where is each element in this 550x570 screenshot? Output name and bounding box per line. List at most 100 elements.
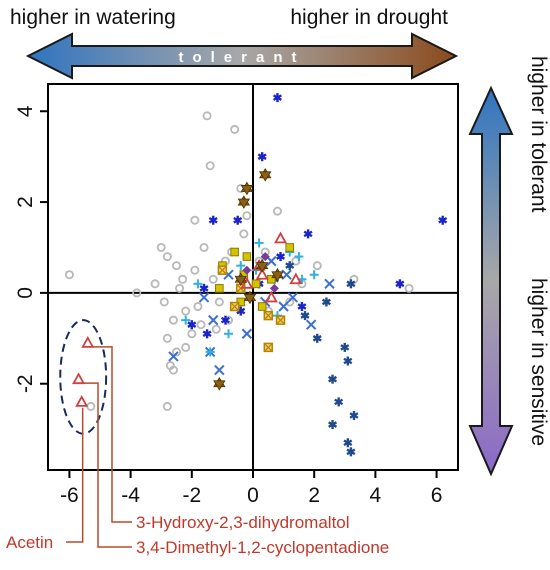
- x-tick-label: 0: [247, 484, 259, 507]
- circle-point: [242, 211, 252, 221]
- x-tick-label: 6: [431, 484, 443, 507]
- circle-point: [172, 347, 182, 357]
- triangle-point: [240, 276, 254, 289]
- right-direction-arrow: [468, 85, 514, 477]
- circle-point: [187, 329, 197, 339]
- circle-point: [205, 161, 215, 171]
- top-arrow-shape: [25, 32, 459, 80]
- star-point: [208, 215, 218, 225]
- star-point: [276, 252, 286, 262]
- triangle-point: [81, 335, 95, 348]
- circle-point: [196, 320, 206, 330]
- circle-point: [239, 229, 249, 239]
- callout-leader-line: [66, 407, 84, 543]
- y-tick-label: 2: [14, 196, 37, 208]
- square-point: [251, 279, 261, 289]
- square-point: [285, 243, 295, 252]
- circle-point: [190, 265, 200, 275]
- asterisk-point: [349, 411, 359, 421]
- diamond-point: [242, 265, 252, 275]
- x-point: [305, 319, 317, 330]
- circle-point: [156, 242, 166, 252]
- star-of-david-point: [243, 290, 257, 305]
- x-point: [241, 328, 253, 339]
- circle-point: [175, 283, 185, 293]
- y-tick-label: 4: [14, 105, 37, 117]
- asterisk-point: [334, 397, 344, 407]
- asterisk-point: [321, 297, 331, 307]
- square-point: [257, 302, 267, 311]
- x-axis-ticks: -6 -4 -2 0 2 4 6: [60, 470, 442, 507]
- x-point: [208, 314, 219, 326]
- top-arrow-center-label: tolerant: [178, 49, 305, 66]
- x-point: [281, 269, 292, 280]
- circle-point: [202, 111, 212, 121]
- callout-leader-line: [83, 382, 132, 548]
- star-point: [187, 320, 197, 330]
- star-of-david-point: [259, 168, 272, 182]
- right-arrow-shape: [468, 85, 514, 477]
- top-arrow-left-label: higher in watering: [10, 6, 176, 29]
- asterisk-point: [328, 374, 338, 384]
- asterisk-point: [285, 261, 295, 271]
- circle-point: [193, 302, 203, 312]
- callout-label: 3-Hydroxy-2,3-dihydromaltol: [136, 513, 350, 532]
- circle-point: [199, 242, 209, 252]
- plus-point: [193, 279, 203, 289]
- right-arrow-bottom-label: higher in sensitive: [527, 278, 550, 446]
- star-of-david-point: [240, 181, 254, 196]
- x-point: [324, 278, 335, 290]
- triangle-point: [289, 272, 303, 285]
- y-axis-ticks: -2 0 2 4: [14, 105, 48, 393]
- circle-point: [190, 215, 200, 225]
- circle-point: [168, 365, 178, 375]
- top-direction-arrow: tolerant: [25, 32, 459, 80]
- circle-point: [86, 401, 96, 411]
- circle-point: [64, 270, 74, 280]
- diamond-point: [260, 252, 270, 262]
- star-of-david-point: [213, 376, 226, 391]
- x-tick-label: 4: [370, 484, 382, 507]
- plus-point: [181, 315, 191, 325]
- star-point: [303, 229, 313, 239]
- asterisk-point: [343, 356, 353, 366]
- star-point: [202, 329, 212, 339]
- plus-point: [205, 347, 215, 357]
- plus-point: [294, 252, 304, 262]
- star-point: [272, 93, 282, 103]
- circle-point: [178, 274, 188, 284]
- triangle-point: [274, 231, 288, 244]
- origin-crosshair: [48, 84, 458, 470]
- star-of-david-point: [271, 267, 284, 282]
- circle-point: [150, 279, 160, 289]
- circle-point: [404, 283, 414, 293]
- square-x-point: [263, 310, 274, 321]
- circle-point: [162, 401, 172, 411]
- asterisk-point: [300, 311, 310, 321]
- star-point: [220, 315, 230, 325]
- circle-point: [312, 261, 322, 271]
- circle-point: [181, 306, 191, 316]
- star-of-david-point: [255, 258, 269, 273]
- asterisk-point: [343, 438, 353, 448]
- circle-point: [208, 274, 218, 284]
- circle-point: [230, 124, 240, 134]
- plus-point: [254, 238, 264, 248]
- square-x-point: [229, 301, 240, 312]
- x-point: [168, 351, 179, 362]
- triangle-point: [75, 395, 89, 407]
- star-point: [395, 279, 405, 289]
- square-point: [242, 252, 252, 261]
- circle-point: [162, 333, 172, 343]
- star-point: [257, 152, 267, 162]
- square-point: [230, 247, 239, 257]
- data-points: [64, 93, 448, 457]
- star-of-david-point: [237, 195, 251, 209]
- circle-point: [168, 315, 178, 325]
- x-tick-label: 2: [308, 484, 320, 507]
- square-point: [215, 284, 224, 293]
- callout-leader-line: [92, 346, 132, 523]
- plus-point: [309, 270, 319, 280]
- circle-point: [214, 297, 224, 307]
